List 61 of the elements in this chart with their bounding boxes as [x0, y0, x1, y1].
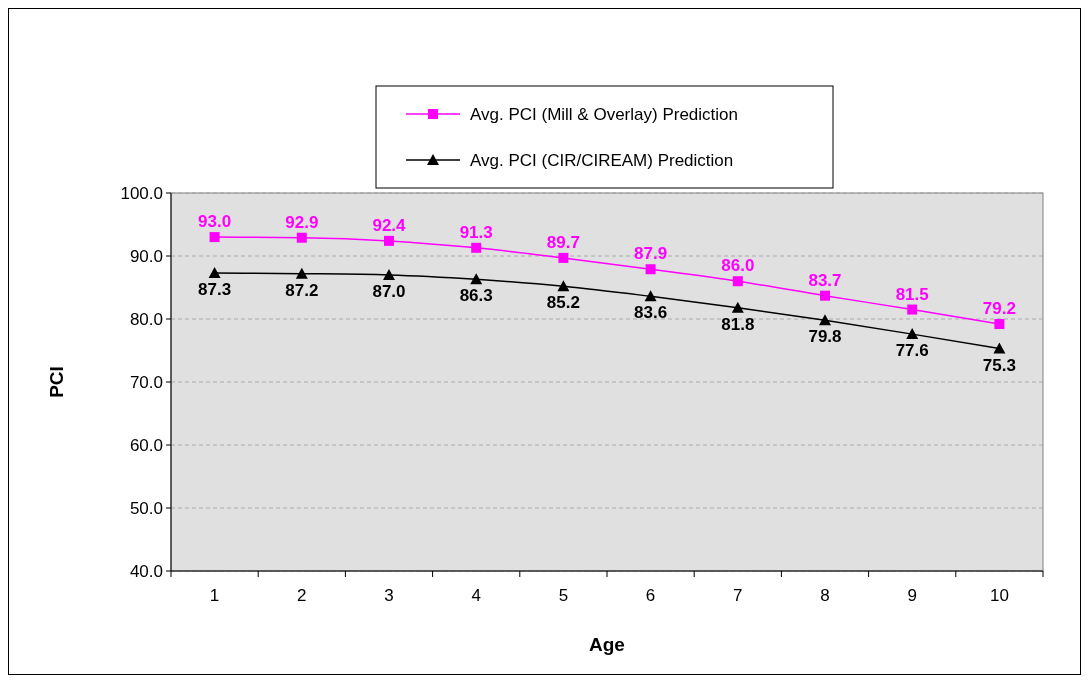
x-tick-label: 2: [297, 586, 307, 605]
point: [906, 328, 919, 340]
data-label: 92.4: [372, 215, 407, 235]
point: [557, 280, 570, 292]
point: [819, 314, 831, 326]
data-label: 81.5: [895, 284, 929, 304]
data-label: 93.0: [198, 212, 232, 232]
point: [208, 267, 221, 279]
x-tick-label: 8: [820, 586, 830, 605]
y-tick-label: 90.0: [129, 247, 163, 266]
x-tick-label: 1: [209, 586, 220, 605]
y-tick-label: 60.0: [129, 436, 163, 455]
data-label: 85.2: [546, 293, 580, 313]
point: [907, 304, 918, 315]
data-label: 77.6: [895, 341, 929, 361]
data-label: 87.2: [285, 280, 319, 300]
data-label: 92.9: [285, 212, 319, 232]
data-label: 87.3: [198, 280, 232, 300]
data-label: 87.9: [634, 244, 668, 264]
data-label: 75.3: [982, 355, 1016, 375]
data-label: 83.6: [634, 303, 668, 323]
x-tick-label: 6: [645, 586, 656, 605]
point: [296, 232, 307, 243]
x-tick-label: 4: [471, 586, 481, 605]
data-label: 79.8: [808, 327, 842, 347]
point: [731, 301, 744, 313]
point: [384, 235, 394, 246]
y-tick-label: 80.0: [129, 310, 163, 329]
point: [993, 342, 1006, 354]
point: [732, 276, 743, 287]
data-label: 89.7: [546, 232, 580, 252]
x-tick-label: 5: [558, 586, 569, 605]
point: [558, 252, 569, 263]
x-tick-label: 9: [907, 586, 917, 605]
point: [383, 268, 395, 280]
point: [820, 290, 830, 301]
point: [470, 273, 483, 285]
x-tick-label: 7: [733, 586, 743, 605]
point: [295, 267, 308, 279]
x-tick-label: 3: [384, 586, 394, 605]
data-label: 83.7: [808, 270, 842, 290]
data-label: 91.3: [459, 222, 493, 242]
y-axis-title: PCI: [46, 366, 67, 398]
data-label: 86.0: [721, 256, 755, 276]
y-tick-label: 50.0: [129, 499, 163, 518]
point: [471, 242, 482, 253]
legend-label: Avg. PCI (Mill & Overlay) Prediction: [470, 105, 738, 124]
y-tick-label: 40.0: [129, 562, 163, 581]
data-label: 81.8: [721, 314, 755, 334]
y-tick-label: 100.0: [120, 184, 163, 203]
point: [209, 232, 220, 243]
point: [644, 290, 657, 302]
x-tick-label: 10: [989, 586, 1009, 605]
data-label: 86.3: [459, 286, 493, 306]
data-label: 87.0: [372, 281, 406, 301]
data-label: 79.2: [982, 299, 1016, 319]
point: [645, 264, 656, 275]
y-tick-label: 70.0: [129, 373, 163, 392]
x-axis-title: Age: [589, 634, 625, 655]
legend-label: Avg. PCI (CIR/CIREAM) Prediction: [470, 151, 734, 170]
point: [994, 319, 1005, 330]
